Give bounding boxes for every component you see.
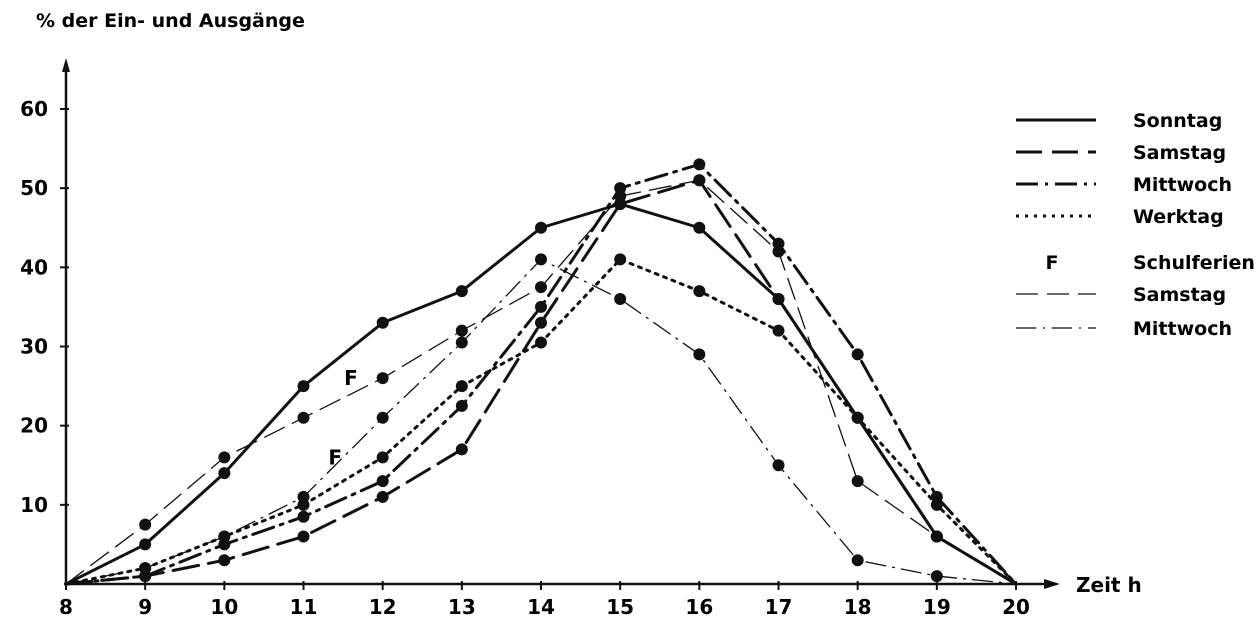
- legend: Sonntag Samstag Mittwoch Werktag Samstag Mitt…: [1016, 110, 1255, 340]
- data-point: [218, 530, 231, 543]
- data-point: [851, 348, 864, 361]
- data-point: [851, 475, 864, 488]
- data-point: [693, 158, 706, 171]
- data-point: [297, 530, 310, 543]
- data-point: [535, 221, 547, 234]
- y-tick-label: 40: [20, 255, 48, 279]
- data-point: [535, 316, 547, 329]
- data-point: [772, 293, 785, 305]
- legend-group-marker: F: [1046, 252, 1059, 274]
- legend-label: Sonntag: [1133, 110, 1222, 132]
- data-point: [772, 324, 785, 337]
- series-ferien-samstag: [65, 174, 1017, 585]
- data-point: [851, 554, 864, 567]
- x-tick-label: 8: [59, 595, 73, 619]
- plot-area: FF: [64, 158, 1018, 586]
- data-point: [376, 411, 389, 424]
- data-point: [535, 281, 547, 294]
- x-tick-label: 18: [844, 595, 872, 619]
- x-tick-label: 17: [765, 595, 793, 619]
- data-point: [376, 490, 389, 503]
- data-point: [455, 443, 468, 456]
- data-point: [455, 324, 468, 337]
- data-point: [455, 380, 468, 393]
- data-point: [455, 336, 468, 349]
- annotation-f: F: [344, 366, 358, 390]
- data-point: [930, 530, 943, 543]
- data-point: [930, 498, 943, 511]
- x-tick-label: 9: [138, 595, 152, 619]
- legend-label: Werktag: [1133, 206, 1224, 228]
- data-point: [772, 459, 785, 472]
- y-tick-label: 20: [20, 414, 48, 438]
- y-axis-arrow: [62, 58, 70, 72]
- data-point: [693, 348, 706, 361]
- data-point: [376, 316, 389, 329]
- y-axis-label: % der Ein- und Ausgänge: [36, 10, 305, 32]
- data-point: [535, 253, 547, 266]
- x-axis-arrow: [1044, 579, 1060, 589]
- series-samstag: [64, 174, 1018, 586]
- data-point: [376, 451, 389, 464]
- data-point: [535, 300, 547, 313]
- data-point: [851, 411, 864, 424]
- legend-label: Mittwoch: [1133, 318, 1232, 340]
- legend-label: Samstag: [1133, 142, 1226, 164]
- data-point: [693, 221, 706, 234]
- series-ferien-mittwoch: [65, 253, 1017, 585]
- data-point: [455, 285, 468, 298]
- data-point: [297, 510, 310, 523]
- data-point: [139, 562, 152, 575]
- x-tick-label: 19: [923, 595, 951, 619]
- y-tick-label: 30: [20, 335, 48, 359]
- data-point: [297, 490, 310, 503]
- data-point: [376, 372, 389, 385]
- legend-label: Mittwoch: [1133, 174, 1232, 196]
- legend-label: Samstag: [1133, 284, 1226, 306]
- legend-group-title: Schulferien: [1133, 252, 1255, 274]
- data-point: [139, 518, 152, 531]
- data-point: [772, 245, 785, 258]
- annotation-f: F: [328, 445, 342, 469]
- data-point: [297, 380, 310, 393]
- x-axis-label: Zeit h: [1076, 573, 1142, 597]
- y-tick-label: 10: [20, 493, 48, 517]
- data-point: [139, 538, 152, 551]
- data-point: [693, 174, 706, 187]
- axes: % der Ein- und Ausgänge Zeit h 10 20 30 40 50 6…: [20, 10, 1142, 619]
- series-line: [65, 179, 1017, 585]
- x-tick-label: 10: [210, 595, 238, 619]
- data-point: [693, 285, 706, 298]
- data-point: [930, 570, 943, 583]
- data-point: [614, 293, 627, 305]
- data-point: [614, 253, 627, 266]
- data-point: [297, 411, 310, 424]
- series-line: [64, 178, 1018, 586]
- data-point: [535, 336, 547, 349]
- x-tick-label: 20: [1002, 595, 1030, 619]
- x-tick-label: 12: [369, 595, 397, 619]
- data-point: [218, 451, 231, 464]
- y-tick-label: 50: [20, 176, 48, 200]
- x-tick-label: 15: [606, 595, 634, 619]
- data-point: [218, 554, 231, 567]
- data-point: [376, 475, 389, 488]
- y-tick-label: 60: [20, 97, 48, 121]
- data-point: [218, 467, 231, 480]
- data-point: [614, 190, 627, 203]
- x-tick-label: 11: [290, 595, 318, 619]
- x-tick-label: 13: [448, 595, 476, 619]
- data-point: [455, 399, 468, 412]
- x-tick-label: 16: [685, 595, 713, 619]
- x-tick-label: 14: [527, 595, 555, 619]
